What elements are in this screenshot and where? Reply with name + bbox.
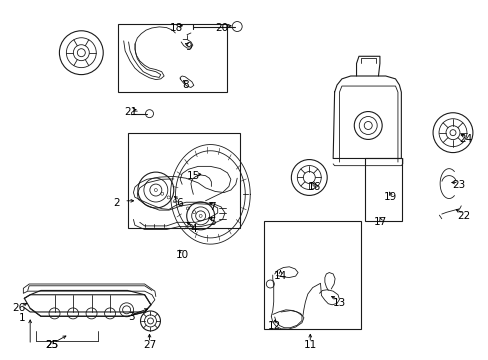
Text: 12: 12 xyxy=(267,321,280,331)
Text: 2: 2 xyxy=(113,198,120,208)
Text: 10: 10 xyxy=(176,249,189,260)
Text: 7: 7 xyxy=(209,202,216,212)
Text: 11: 11 xyxy=(303,340,316,350)
Bar xyxy=(118,24,227,92)
Text: 16: 16 xyxy=(307,182,320,192)
Text: 25: 25 xyxy=(45,340,59,350)
Text: 1: 1 xyxy=(19,313,26,323)
Text: 3: 3 xyxy=(128,312,135,322)
Text: 24: 24 xyxy=(459,134,472,144)
Text: 25: 25 xyxy=(45,340,59,350)
Bar xyxy=(127,134,239,228)
Text: 18: 18 xyxy=(169,23,183,33)
Text: 26: 26 xyxy=(12,303,25,314)
Text: 23: 23 xyxy=(451,180,465,190)
Text: 5: 5 xyxy=(209,217,216,227)
Bar xyxy=(365,158,401,221)
Text: 22: 22 xyxy=(456,211,469,221)
Text: 20: 20 xyxy=(215,23,228,33)
Bar xyxy=(264,221,361,329)
Text: 15: 15 xyxy=(186,171,200,181)
Text: 21: 21 xyxy=(124,107,137,117)
Text: 6: 6 xyxy=(176,198,183,208)
Text: 27: 27 xyxy=(142,340,156,350)
Text: 13: 13 xyxy=(332,298,346,308)
Text: 4: 4 xyxy=(190,224,196,234)
Text: 9: 9 xyxy=(185,42,191,52)
Text: 14: 14 xyxy=(273,271,286,281)
Text: 19: 19 xyxy=(383,192,396,202)
Text: 17: 17 xyxy=(373,217,386,227)
Text: 8: 8 xyxy=(183,80,189,90)
